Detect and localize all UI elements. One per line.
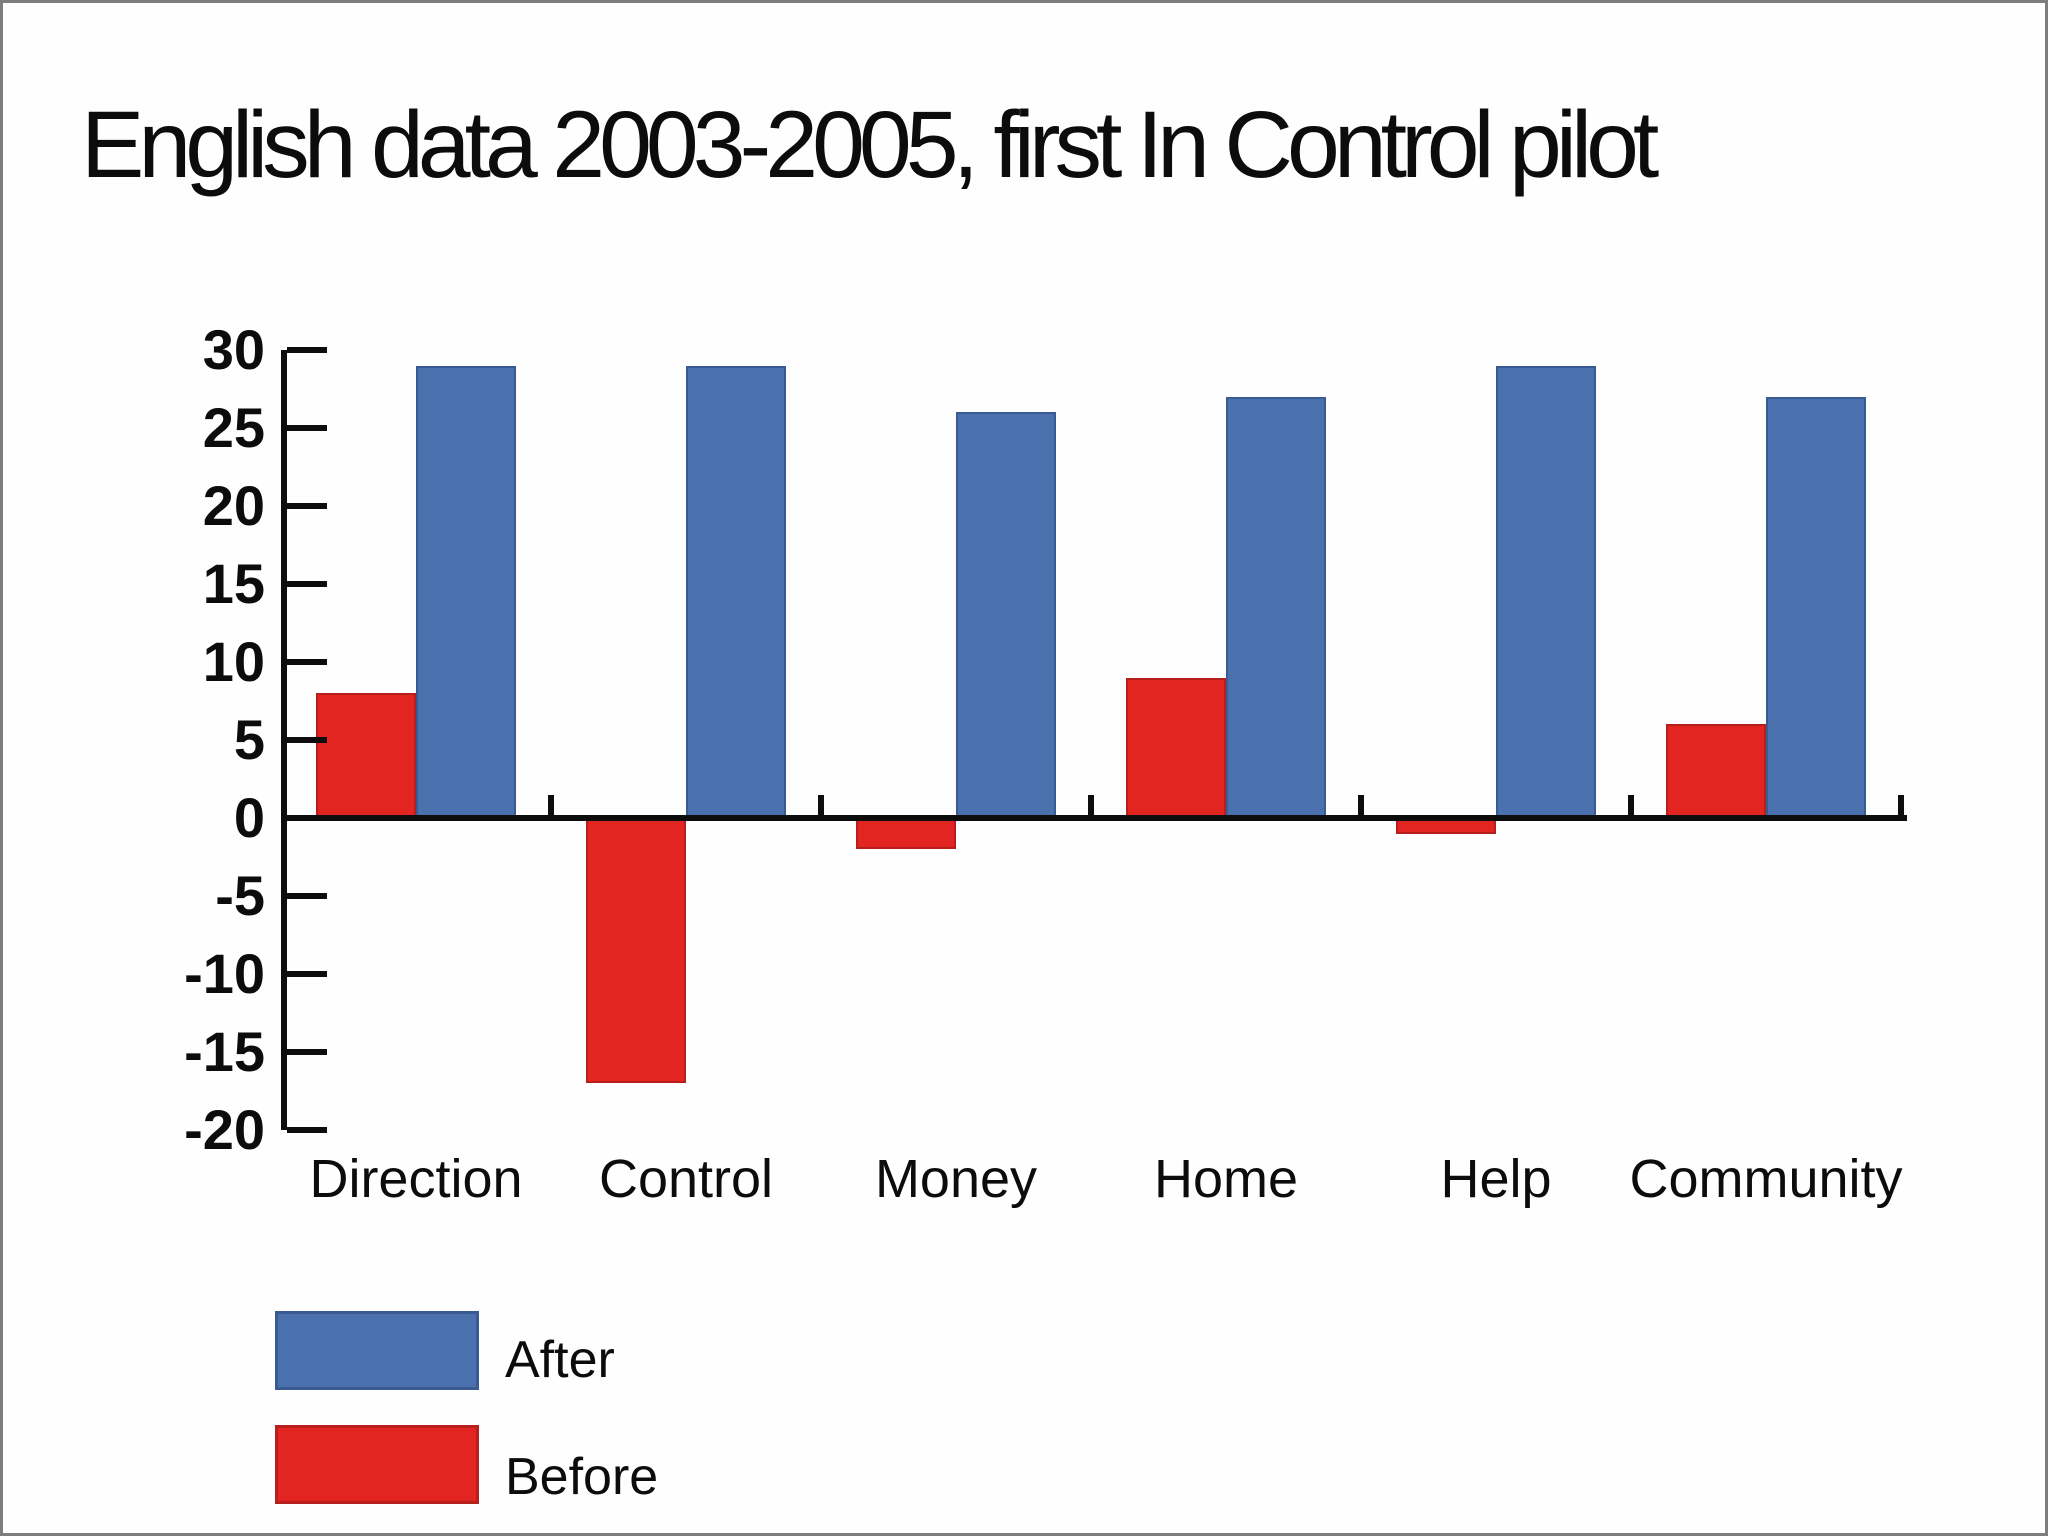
category-label-direction: Direction: [309, 1149, 523, 1209]
x-axis-boundary-tick: [1628, 795, 1634, 815]
legend-label-after: After: [505, 1331, 615, 1389]
bar-after-community: [1766, 396, 1866, 818]
y-axis-tick-label: 25: [202, 396, 265, 459]
y-axis-tick-label: -5: [215, 864, 265, 927]
category-label-community: Community: [1629, 1149, 1903, 1209]
y-axis-tick-label: 5: [233, 708, 265, 771]
y-axis-tick: [287, 971, 327, 977]
legend-label-before: Before: [505, 1448, 659, 1506]
category-label-control: Control: [598, 1149, 774, 1209]
y-axis-tick-label: -10: [184, 942, 265, 1005]
y-axis-tick: [287, 1127, 327, 1133]
y-axis-tick: [287, 581, 327, 587]
bar-before-home: [1126, 677, 1226, 818]
y-axis-tick: [287, 347, 327, 353]
x-axis-boundary-tick: [818, 795, 824, 815]
y-axis-tick: [287, 503, 327, 509]
x-axis-boundary-tick: [1088, 795, 1094, 815]
y-axis-tick-label: 30: [202, 318, 265, 381]
category-label-money: Money: [874, 1149, 1038, 1209]
x-axis-boundary-tick: [1898, 795, 1904, 815]
bar-after-control: [686, 365, 786, 818]
category-label-home: Home: [1153, 1149, 1299, 1209]
bar-after-home: [1226, 396, 1326, 818]
category-label-help: Help: [1440, 1149, 1552, 1209]
y-axis-tick-label: -15: [184, 1020, 265, 1083]
bar-chart: 30 25 20 15 10 5 0 -5 -10 -15 -20 Direction Control M…: [3, 3, 2045, 1533]
y-axis-tick: [287, 1049, 327, 1055]
y-axis-tick-label: 10: [202, 630, 265, 693]
y-axis-tick-label: 15: [202, 552, 265, 615]
x-axis-line: [281, 815, 1907, 821]
y-axis-tick: [287, 893, 327, 899]
y-axis-tick-label: 0: [233, 786, 265, 849]
bar-before-control: [586, 818, 686, 1084]
legend-swatch-before: [275, 1425, 479, 1504]
bar-after-direction: [416, 365, 516, 818]
x-axis-boundary-tick: [1358, 795, 1364, 815]
bar-before-community: [1666, 724, 1766, 818]
y-axis-tick-label: 20: [202, 474, 265, 537]
legend-swatch-after: [275, 1311, 479, 1390]
y-axis-tick: [287, 737, 327, 743]
bar-before-direction: [316, 693, 416, 818]
x-axis-boundary-tick: [548, 795, 554, 815]
y-axis-tick: [287, 659, 327, 665]
chart-title: English data 2003-2005, first In Control…: [81, 92, 1659, 198]
y-axis-tick-label: -20: [184, 1098, 265, 1161]
y-axis-tick: [287, 425, 327, 431]
bar-before-money: [856, 818, 956, 850]
y-axis-line: [281, 350, 287, 1130]
bar-after-money: [956, 412, 1056, 818]
bar-after-help: [1496, 365, 1596, 818]
